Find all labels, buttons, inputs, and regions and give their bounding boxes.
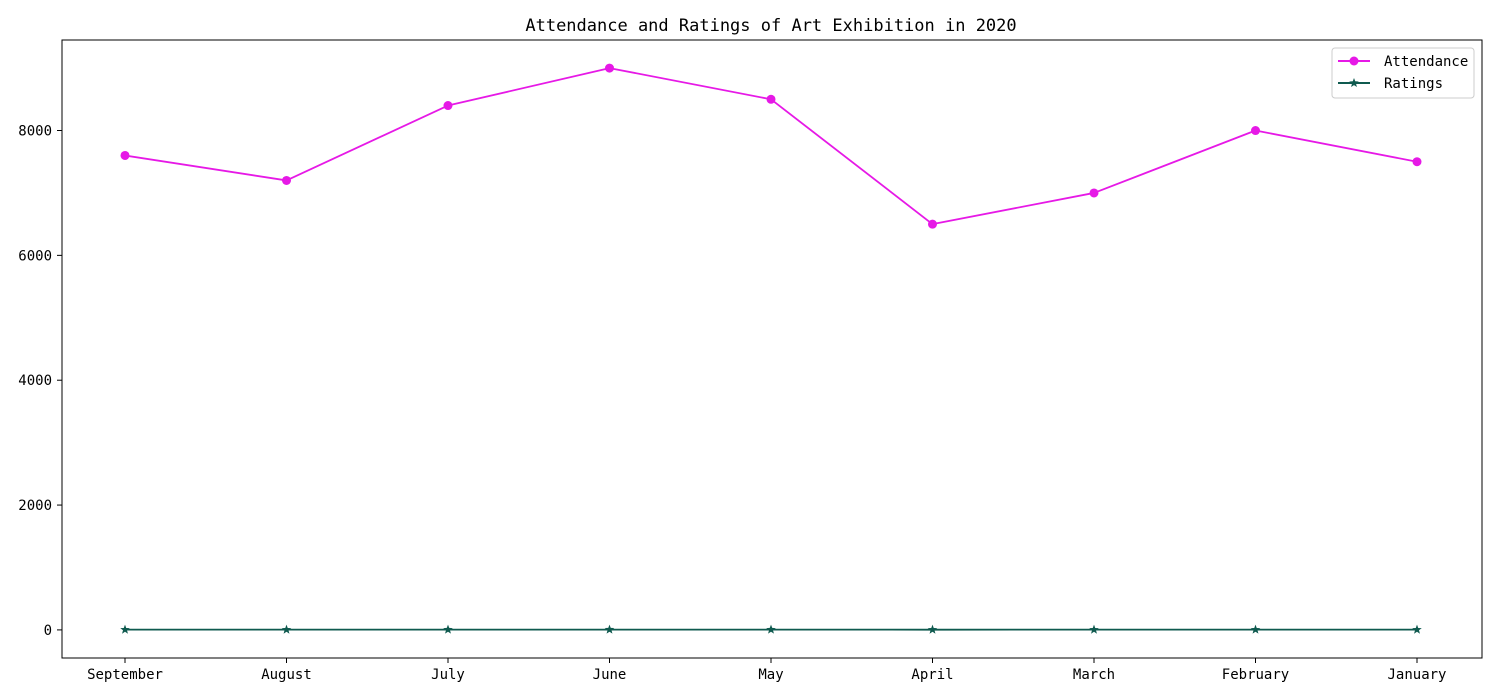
y-axis: 0 2000 4000 6000 8000 bbox=[18, 124, 62, 639]
y-tick-label: 4000 bbox=[18, 373, 52, 389]
x-tick-label: January bbox=[1387, 667, 1446, 683]
series-line-attendance bbox=[124, 67, 1418, 226]
data-point-attendance bbox=[282, 175, 291, 185]
series-layer bbox=[120, 63, 1422, 634]
data-point-ratings bbox=[1089, 624, 1099, 634]
x-tick-label: July bbox=[431, 667, 465, 683]
legend-label-ratings: Ratings bbox=[1384, 76, 1443, 92]
x-tick-label: September bbox=[87, 667, 163, 683]
data-point-ratings bbox=[1250, 624, 1261, 634]
plot-area-frame bbox=[61, 39, 1483, 659]
legend-label-attendance: Attendance bbox=[1384, 54, 1468, 70]
legend: Attendance Ratings bbox=[1331, 47, 1475, 99]
data-point-attendance bbox=[1089, 188, 1099, 198]
data-point-attendance bbox=[605, 63, 614, 73]
data-point-ratings bbox=[1412, 624, 1422, 634]
data-point-ratings bbox=[604, 624, 615, 634]
chart-title: Attendance and Ratings of Art Exhibition… bbox=[525, 16, 1016, 36]
x-tick-label: February bbox=[1222, 667, 1289, 683]
x-tick-label: May bbox=[758, 667, 783, 683]
data-point-attendance bbox=[120, 150, 130, 160]
data-point-ratings bbox=[120, 624, 130, 634]
x-tick-label: April bbox=[911, 667, 953, 683]
y-tick-label: 2000 bbox=[18, 498, 52, 514]
data-point-attendance bbox=[1412, 157, 1422, 167]
x-axis: September August July June May April March Febr… bbox=[87, 658, 1447, 683]
y-tick-label: 0 bbox=[44, 623, 52, 639]
x-tick-label: March bbox=[1073, 667, 1115, 683]
y-tick-label: 6000 bbox=[18, 248, 52, 264]
legend-marker-ratings bbox=[1349, 78, 1359, 88]
data-point-attendance bbox=[766, 94, 776, 104]
y-tick-label: 8000 bbox=[18, 124, 52, 140]
data-point-ratings bbox=[766, 624, 776, 634]
legend-item-ratings: Ratings bbox=[1338, 76, 1443, 92]
data-point-ratings bbox=[281, 624, 292, 634]
data-point-attendance bbox=[928, 219, 937, 229]
data-point-ratings bbox=[443, 624, 453, 634]
x-tick-label: June bbox=[593, 667, 627, 683]
data-point-ratings bbox=[927, 624, 938, 634]
data-point-attendance bbox=[1251, 126, 1260, 136]
legend-item-attendance: Attendance bbox=[1338, 54, 1468, 70]
x-tick-label: August bbox=[261, 667, 312, 683]
data-point-attendance bbox=[443, 101, 453, 111]
legend-marker-attendance bbox=[1349, 56, 1359, 66]
